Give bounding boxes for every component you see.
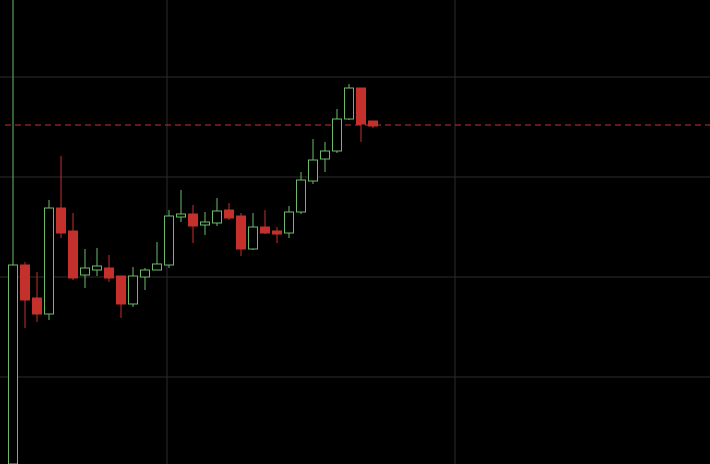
candle-body [164, 215, 174, 266]
candle-body [20, 264, 30, 301]
candle-body [344, 87, 354, 120]
candle-body [104, 267, 114, 279]
candle-body [32, 297, 42, 315]
candle-body [128, 275, 138, 305]
candle-body [212, 210, 222, 224]
candle-body [368, 120, 378, 127]
candle-body [248, 226, 258, 250]
candle-body [356, 87, 366, 125]
candle-body [188, 213, 198, 227]
candle-body [332, 118, 342, 152]
candle-body [296, 179, 306, 213]
candle-body [80, 267, 90, 276]
candle-body [260, 226, 270, 234]
candle-body [8, 264, 18, 464]
candle-body [224, 209, 234, 219]
candle-body [272, 230, 282, 235]
candles [8, 0, 378, 464]
candle-body [308, 159, 318, 182]
candle-body [284, 211, 294, 234]
candle-body [176, 213, 186, 218]
candle-body [68, 230, 78, 279]
candle-body [236, 215, 246, 250]
candle-body [320, 150, 330, 160]
candle-body [152, 263, 162, 271]
candle-body [56, 207, 66, 234]
candle-body [200, 221, 210, 226]
candle-body [116, 275, 126, 305]
candle-body [92, 265, 102, 271]
candle-body [140, 269, 150, 278]
candle-body [44, 207, 54, 315]
